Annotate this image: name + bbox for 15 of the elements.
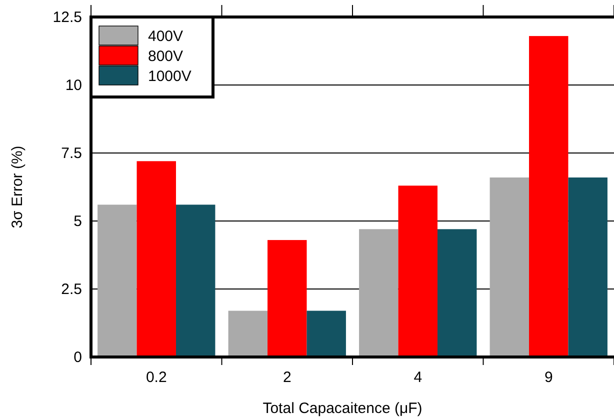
y-tick-label: 10 bbox=[65, 77, 82, 94]
x-axis-title: Total Capacaitence (μF) bbox=[262, 400, 422, 417]
x-tick-label: 9 bbox=[544, 369, 553, 386]
y-tick-label: 2.5 bbox=[61, 281, 82, 298]
x-tick-label: 2 bbox=[282, 369, 292, 386]
legend-label: 800V bbox=[148, 48, 184, 65]
legend-label: 400V bbox=[148, 28, 184, 45]
y-tick-label: 7.5 bbox=[61, 145, 82, 162]
y-tick-label: 12.5 bbox=[52, 9, 82, 26]
legend-label: 1000V bbox=[148, 68, 192, 85]
x-tick-label: 4 bbox=[414, 369, 422, 386]
y-axis-title: 3σ Error (%) bbox=[9, 146, 26, 228]
x-tick-label: 0.2 bbox=[146, 369, 167, 386]
y-tick-label: 0 bbox=[74, 349, 82, 366]
y-tick-label: 5 bbox=[74, 213, 82, 230]
